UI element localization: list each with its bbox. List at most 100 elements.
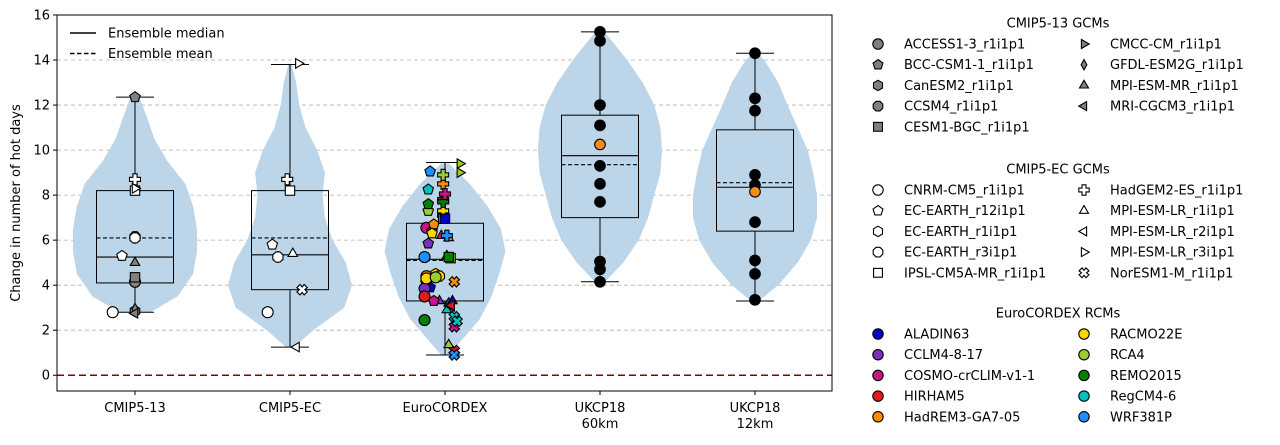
- data-point: [749, 47, 761, 60]
- legend-item-label: HIRHAM5: [904, 390, 965, 405]
- legend-item-label: MPI-ESM-LR_r3i1p1: [1110, 246, 1235, 261]
- data-point: [443, 251, 454, 263]
- legend-marker: [872, 390, 884, 402]
- legend-marker: [872, 100, 884, 112]
- legend-group: CMIP5-EC GCMs CNRM-CM5_r1i1p1 EC-EARTH_r12…: [872, 163, 1243, 281]
- data-point: [131, 182, 142, 195]
- legend-item-label: EC-EARTH_r1i1p1: [904, 225, 1017, 240]
- legend-marker: [1078, 390, 1090, 402]
- data-point: [129, 256, 141, 266]
- data-point: [594, 99, 606, 111]
- data-point: [456, 166, 467, 179]
- legend-marker: [873, 121, 883, 132]
- y-tick-label: 8: [42, 189, 50, 204]
- y-tick-label: 10: [33, 144, 50, 159]
- data-point: [439, 213, 451, 224]
- legend-item: MPI-ESM-MR_r1i1p1: [1078, 79, 1239, 94]
- data-point: [749, 254, 761, 267]
- legend-marker: [1078, 328, 1090, 340]
- data-point: [594, 196, 606, 208]
- legend-item: BCC-CSM1-1_r1i1p1: [872, 58, 1034, 73]
- x-tick-label: UKCP18 12km: [730, 401, 781, 432]
- data-point: [594, 35, 606, 47]
- data-point: [451, 315, 464, 328]
- data-point: [129, 90, 141, 103]
- legend-item-label: MPI-ESM-LR_r2i1p1: [1110, 225, 1235, 240]
- legend-item-label: REMO2015: [1110, 369, 1182, 384]
- legend-marker: [872, 348, 884, 361]
- data-point: [594, 138, 606, 151]
- data-point: [426, 227, 438, 239]
- x-tick-label: CMIP5-EC: [259, 401, 321, 416]
- legend-marker: [872, 246, 884, 258]
- legend-item: EC-EARTH_r3i1p1: [872, 246, 1017, 261]
- legend-item: HadGEM2-ES_r1i1p1: [1078, 184, 1243, 199]
- data-point: [749, 169, 761, 181]
- legend-item-label: ALADIN63: [904, 328, 969, 343]
- legend-marker: [1077, 225, 1088, 237]
- y-tick-label: 12: [33, 99, 50, 114]
- data-point: [749, 216, 761, 228]
- legend-item-label: CCSM4_r1i1p1: [904, 100, 998, 115]
- legend-marker: [872, 369, 884, 382]
- legend-item-label: BCC-CSM1-1_r1i1p1: [904, 58, 1034, 73]
- legend-item-label: CMCC-CM_r1i1p1: [1110, 38, 1222, 53]
- y-tick-label: 2: [42, 324, 50, 339]
- data-point: [106, 306, 119, 319]
- legend-marker: [872, 58, 884, 70]
- y-tick-label: 16: [33, 9, 50, 24]
- x-tick-label: EuroCORDEX: [403, 401, 488, 416]
- legend-item: CMCC-CM_r1i1p1: [1080, 38, 1222, 53]
- legend-item: RCA4: [1078, 348, 1145, 363]
- y-tick-label: 6: [42, 234, 50, 249]
- legend-marker: [1077, 100, 1088, 112]
- legend-marker: [873, 267, 883, 278]
- legend-marker: [872, 79, 884, 92]
- data-point: [429, 271, 442, 284]
- y-tick-label: 4: [42, 279, 50, 294]
- data-point: [296, 283, 309, 296]
- legend-marker: [872, 204, 884, 216]
- legend-marker: [872, 328, 884, 340]
- legend-item-label: COSMO-crCLIM-v1-1: [904, 369, 1035, 384]
- x-tick-label: CMIP5-13: [104, 401, 165, 416]
- legend-group: CMIP5-13 GCMs ACCESS1-3_r1i1p1 BCC-CSM1-1_…: [872, 17, 1244, 135]
- legend-item: ACCESS1-3_r1i1p1: [872, 38, 1025, 53]
- legend-marker: [872, 38, 884, 50]
- legend-item-label: HadREM3-GA7-05: [904, 410, 1020, 425]
- legend-marker: [872, 184, 884, 196]
- data-point: [749, 104, 761, 117]
- legend-item-label: EC-EARTH_r12i1p1: [904, 204, 1026, 219]
- legend-marker: [1078, 79, 1090, 89]
- data-point: [443, 338, 455, 349]
- legend-marker: [1078, 267, 1090, 279]
- data-point: [749, 293, 761, 306]
- legend-item-label: CESM1-BGC_r1i1p1: [904, 120, 1030, 135]
- legend-marker: [872, 411, 884, 423]
- legend-item: MRI-CGCM3_r1i1p1: [1077, 100, 1235, 115]
- legend-item: RegCM4-6: [1078, 390, 1176, 405]
- legend-item: NorESM1-M_r1i1p1: [1078, 266, 1233, 281]
- legend-item: CanESM2_r1i1p1: [872, 79, 1014, 94]
- legend-item: CCLM4-8-17: [872, 348, 983, 363]
- data-point: [128, 173, 142, 186]
- data-point: [272, 251, 284, 263]
- line-legend: Ensemble median Ensemble mean: [70, 27, 225, 62]
- data-point: [594, 263, 606, 276]
- legend-marker: [1080, 58, 1088, 72]
- model-legend: CMIP5-13 GCMs ACCESS1-3_r1i1p1 BCC-CSM1-1_…: [872, 17, 1244, 425]
- legend-marker: [1078, 411, 1090, 423]
- legend-item: RACMO22E: [1078, 328, 1182, 343]
- legend-line-label: Ensemble mean: [108, 47, 213, 62]
- legend-item-label: CanESM2_r1i1p1: [904, 79, 1014, 94]
- legend-item: WRF381P: [1078, 410, 1172, 425]
- legend-item-label: HadGEM2-ES_r1i1p1: [1110, 184, 1243, 199]
- legend-marker: [1080, 38, 1091, 50]
- legend-group-title: EuroCORDEX RCMs: [996, 307, 1121, 322]
- data-point: [281, 173, 294, 186]
- data-point: [422, 197, 435, 210]
- legend-item-label: GFDL-ESM2G_r1i1p1: [1110, 58, 1244, 73]
- data-point: [289, 341, 300, 353]
- data-point: [422, 183, 435, 195]
